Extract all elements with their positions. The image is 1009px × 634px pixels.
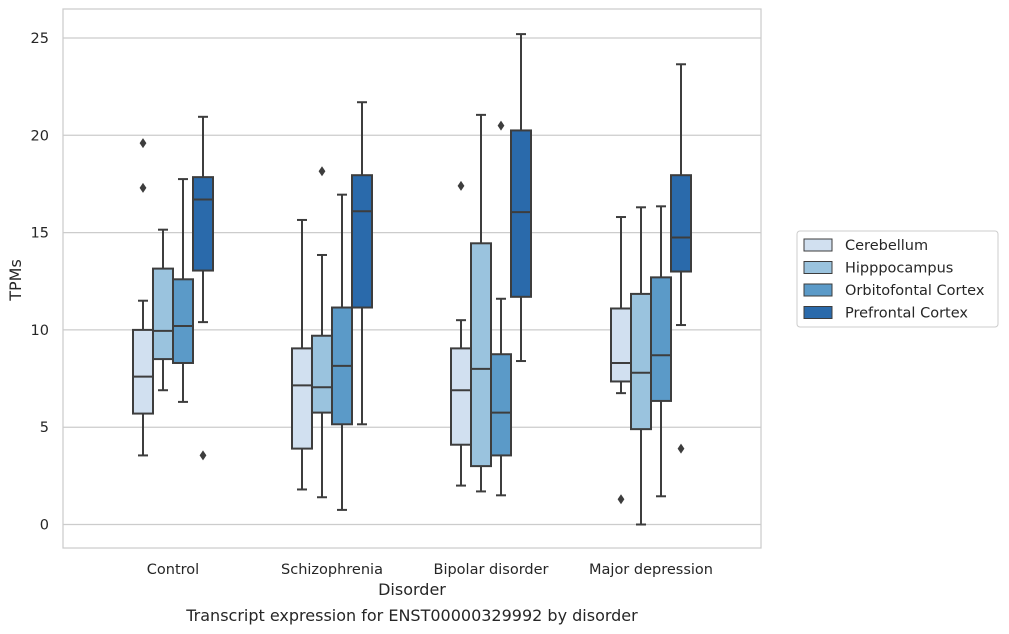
y-axis-ticks: 0 5 10 15 20 25 xyxy=(31,31,49,534)
box-1-2 xyxy=(470,113,492,493)
legend-label: Cerebellum xyxy=(845,238,928,254)
legend-swatch xyxy=(803,238,833,252)
box-1-0 xyxy=(152,228,174,392)
outlier-point xyxy=(139,138,147,149)
outlier-point xyxy=(497,120,505,131)
legend-label: Orbitofontal Cortex xyxy=(845,283,985,299)
box-1-1 xyxy=(311,166,333,499)
legend: Cerebellum Hipppocampus Orbitofontal Corte… xyxy=(796,230,999,328)
box-1-3 xyxy=(630,206,652,526)
boxes xyxy=(132,33,692,526)
legend-label: Hipppocampus xyxy=(845,261,953,277)
box-2-1 xyxy=(331,193,353,511)
outlier-point xyxy=(199,450,207,461)
y-tick-label: 5 xyxy=(40,420,49,436)
box-iqr xyxy=(470,242,492,468)
box-iqr xyxy=(291,347,313,450)
outlier-point xyxy=(617,494,625,505)
box-2-2 xyxy=(490,120,512,497)
box-iqr xyxy=(152,267,174,361)
x-tick-label: Control xyxy=(147,562,199,578)
box-iqr xyxy=(610,307,632,383)
box-2-3 xyxy=(650,205,672,498)
box-iqr xyxy=(192,176,214,272)
y-tick-label: 10 xyxy=(31,323,49,339)
box-3-1 xyxy=(351,101,373,426)
box-3-3 xyxy=(670,63,692,454)
legend-label: Prefrontal Cortex xyxy=(845,306,968,322)
legend-swatch xyxy=(803,306,833,319)
box-iqr xyxy=(510,129,532,298)
y-tick-label: 20 xyxy=(31,128,49,144)
x-axis-ticks: Control Schizophrenia Bipolar disorder Majo… xyxy=(147,562,713,578)
outlier-point xyxy=(457,180,465,191)
box-0-2 xyxy=(450,180,472,487)
box-iqr xyxy=(630,292,652,431)
y-axis-label: TPMs xyxy=(6,259,25,302)
y-tick-label: 0 xyxy=(40,518,49,534)
legend-frame xyxy=(796,230,999,328)
plot-area xyxy=(62,8,762,549)
figure-caption: Transcript expression for ENST0000032999… xyxy=(186,606,638,625)
y-tick-label: 15 xyxy=(31,226,49,242)
outlier-point xyxy=(318,166,326,177)
box-iqr xyxy=(670,174,692,273)
box-0-0 xyxy=(132,138,154,457)
x-tick-label: Bipolar disorder xyxy=(434,562,549,578)
box-3-0 xyxy=(192,115,214,461)
x-tick-label: Major depression xyxy=(589,562,713,578)
box-iqr xyxy=(490,353,512,457)
box-iqr xyxy=(132,328,154,415)
box-iqr xyxy=(311,334,333,414)
box-0-1 xyxy=(291,218,313,491)
x-axis-label: Disorder xyxy=(378,580,446,599)
legend-swatch xyxy=(803,261,833,274)
legend-swatch xyxy=(803,283,833,297)
box-iqr xyxy=(650,276,672,402)
y-tick-label: 25 xyxy=(31,31,49,47)
box-iqr xyxy=(351,174,373,309)
box-iqr xyxy=(172,278,194,364)
outlier-point xyxy=(677,443,685,454)
x-tick-label: Schizophrenia xyxy=(281,562,383,578)
outlier-point xyxy=(139,182,147,193)
box-iqr xyxy=(450,347,472,446)
box-2-0 xyxy=(172,178,194,403)
box-3-2 xyxy=(510,33,532,363)
box-0-3 xyxy=(610,216,632,505)
